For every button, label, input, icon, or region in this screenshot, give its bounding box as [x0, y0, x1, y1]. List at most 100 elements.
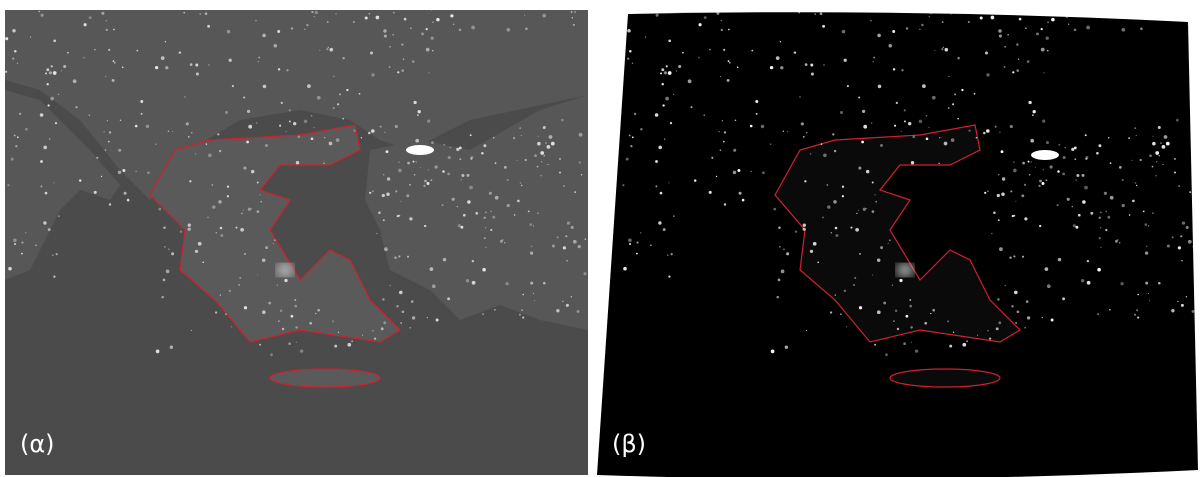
light-dot	[409, 217, 412, 220]
city-glow	[1031, 150, 1059, 160]
light-dot	[1148, 293, 1149, 294]
light-dot	[640, 232, 642, 234]
light-dot	[274, 44, 278, 48]
light-dot	[861, 141, 864, 144]
light-dot	[974, 93, 976, 95]
light-dot	[428, 169, 429, 170]
light-dot	[183, 12, 185, 14]
light-dot	[820, 12, 823, 15]
light-dot	[395, 125, 398, 128]
light-dot	[830, 311, 832, 313]
light-dot	[1029, 174, 1031, 176]
light-dot	[258, 57, 260, 59]
light-dot	[1156, 175, 1157, 176]
light-dot	[574, 191, 576, 193]
light-dot	[897, 328, 899, 330]
light-dot	[21, 242, 23, 244]
light-dot	[421, 32, 424, 35]
light-dot	[1046, 37, 1049, 40]
light-dot	[1105, 229, 1107, 231]
light-dot	[1016, 43, 1018, 45]
light-dot	[161, 56, 165, 60]
light-dot	[411, 300, 414, 303]
light-dot	[1136, 185, 1137, 186]
light-dot	[840, 313, 842, 315]
light-dot	[376, 16, 380, 20]
light-dot	[1178, 185, 1180, 187]
light-dot	[1109, 309, 1111, 311]
light-dot	[756, 113, 758, 115]
figure: (α) (β)	[0, 0, 1200, 477]
light-dot	[904, 109, 906, 111]
light-dot	[460, 226, 463, 229]
light-dot	[247, 110, 250, 113]
light-dot	[189, 180, 191, 182]
light-dot	[1024, 327, 1026, 329]
light-dot	[386, 150, 389, 153]
light-dot	[823, 64, 825, 66]
light-dot	[317, 96, 321, 100]
light-dot	[55, 122, 57, 124]
light-dot	[810, 153, 811, 154]
light-dot	[665, 97, 669, 101]
light-dot	[1137, 294, 1139, 296]
light-dot	[317, 309, 320, 312]
light-dot	[735, 120, 736, 121]
light-dot	[1045, 267, 1049, 271]
light-dot	[40, 160, 43, 163]
light-dot	[371, 129, 375, 133]
light-dot	[304, 120, 307, 123]
light-dot	[835, 234, 838, 237]
light-dot	[1100, 227, 1101, 228]
light-dot	[815, 13, 816, 14]
light-dot	[628, 239, 632, 243]
light-dot	[1016, 69, 1019, 72]
light-dot	[1156, 161, 1158, 163]
light-dot	[374, 337, 376, 339]
light-dot	[248, 208, 251, 211]
light-dot	[909, 299, 911, 301]
light-dot	[984, 13, 986, 15]
light-dot	[889, 240, 890, 241]
light-dot	[1036, 32, 1039, 35]
light-dot	[457, 206, 458, 207]
light-dot	[326, 48, 328, 50]
light-dot	[401, 69, 404, 72]
light-dot	[376, 233, 378, 235]
light-dot	[737, 169, 740, 172]
light-dot	[155, 143, 156, 144]
light-dot	[47, 83, 49, 85]
light-dot	[1043, 169, 1044, 170]
light-dot	[370, 51, 373, 54]
light-dot	[844, 59, 847, 62]
light-dot	[483, 144, 486, 147]
light-dot	[810, 250, 813, 253]
light-dot	[286, 131, 287, 132]
light-dot	[168, 248, 170, 250]
light-dot	[817, 262, 819, 264]
light-dot	[922, 84, 926, 88]
light-dot	[557, 236, 559, 238]
light-dot	[835, 227, 838, 230]
light-dot	[858, 96, 860, 98]
light-dot	[1058, 258, 1061, 261]
light-dot	[566, 304, 569, 307]
light-dot	[1182, 221, 1185, 224]
light-dot	[996, 327, 999, 330]
light-dot	[58, 94, 59, 95]
light-dot	[334, 345, 337, 348]
light-dot	[409, 327, 411, 329]
light-dot	[998, 321, 1001, 324]
light-dot	[521, 135, 522, 136]
light-dot	[787, 131, 788, 132]
light-dot	[13, 239, 17, 243]
light-dot	[531, 245, 533, 247]
light-dot	[431, 141, 434, 144]
light-dot	[780, 66, 783, 69]
light-dot	[987, 330, 988, 331]
light-dot	[442, 204, 444, 206]
light-dot	[1009, 256, 1011, 258]
light-dot	[1119, 166, 1122, 169]
light-dot	[294, 305, 297, 308]
light-dot	[484, 217, 486, 219]
